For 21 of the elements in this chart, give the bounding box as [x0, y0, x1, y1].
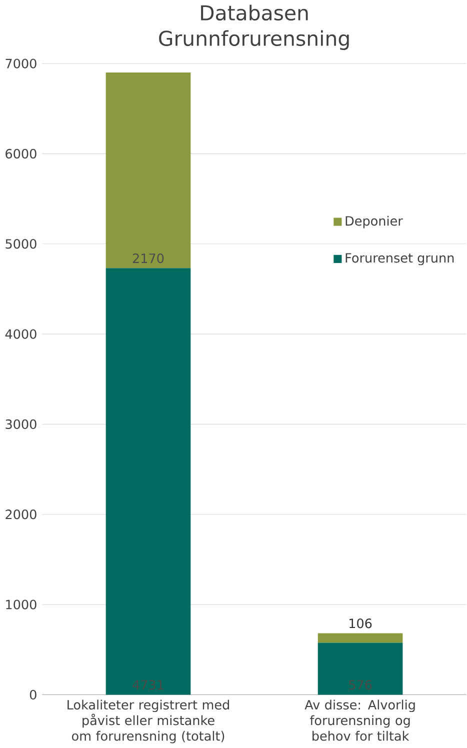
y-tick-label: 6000 — [6, 148, 37, 159]
x-tick-label: Lokaliteter registrert med påvist eller mistanke om forurensning (totalt) — [68, 700, 230, 744]
data-label: 106 — [350, 618, 372, 628]
chart-title: Databasen Grunnforurensning — [159, 4, 349, 50]
y-tick-label: 3000 — [6, 419, 37, 430]
bar — [318, 633, 403, 643]
bar — [106, 72, 191, 268]
y-tick-label: 7000 — [6, 58, 37, 68]
bar — [318, 642, 403, 695]
bar — [106, 268, 191, 695]
data-label: 4731 — [132, 680, 164, 690]
legend-label: Deponier — [346, 216, 404, 228]
y-tick-label: 0 — [30, 690, 37, 700]
data-label: 576 — [349, 680, 372, 690]
data-label: 2170 — [133, 253, 164, 264]
y-tick-label: 2000 — [6, 510, 37, 520]
y-tick-label: 5000 — [6, 239, 37, 249]
x-tick-label: Av disse: Alvorlig forurensning og behov for tiltak — [304, 700, 416, 741]
legend-label: Forurenset grunn — [346, 253, 454, 266]
y-tick-label: 4000 — [6, 329, 37, 339]
y-tick-label: 1000 — [6, 600, 37, 610]
